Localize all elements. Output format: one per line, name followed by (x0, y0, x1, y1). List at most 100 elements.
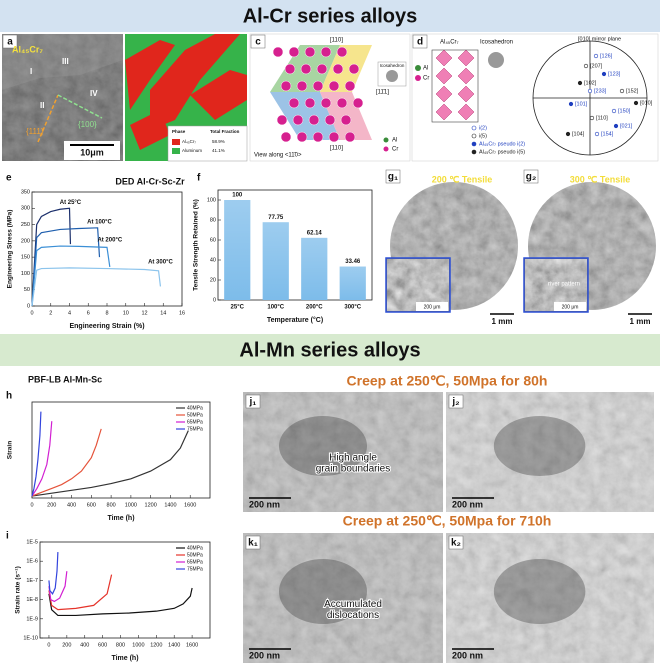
x-tick-label: 400 (67, 502, 76, 508)
phase-region (130, 110, 170, 150)
pole (613, 123, 619, 129)
atom (296, 80, 308, 92)
panel-label: k₂ (451, 538, 461, 549)
pole-label: [207] (590, 63, 603, 69)
y-tick-label: 50 (24, 287, 30, 293)
x-tick-label: 1200 (145, 502, 157, 508)
legend-dot (415, 75, 421, 81)
panel-title: Creep at 250℃, 50Mpa for 80h (347, 373, 548, 389)
pole-label: [154] (601, 131, 614, 137)
x-tick-label: 600 (98, 642, 107, 648)
pole (633, 100, 639, 106)
phase-region (125, 40, 175, 110)
label: {100} (78, 120, 97, 129)
series-line (31, 227, 101, 307)
chart-title: PBF-LB Al-Mn-Sc (28, 374, 102, 384)
atom (320, 46, 332, 58)
octahedron (435, 67, 453, 85)
bar-shine (301, 237, 328, 300)
panel-label: i (6, 531, 9, 542)
micrograph-tone (243, 533, 443, 663)
x-axis-label: Time (h) (111, 655, 138, 662)
legend-value: 41.1% (212, 148, 225, 153)
y-tick-label: 1E-9 (26, 616, 38, 622)
atom (324, 114, 336, 126)
scale-label: 10μm (80, 147, 104, 157)
atom (280, 80, 292, 92)
panel-label: d (417, 37, 423, 48)
label: [110] (330, 146, 343, 152)
scale-label: 200 nm (452, 650, 483, 660)
atom (284, 63, 296, 75)
x-tick-label: 8 (105, 310, 108, 316)
scale-label: 1 mm (492, 317, 513, 326)
octahedron (457, 85, 475, 103)
pole-label: [104] (572, 131, 585, 137)
y-tick-label: 200 (21, 238, 30, 244)
scale-box (416, 302, 448, 311)
y-tick-label: 100 (21, 271, 30, 277)
scale-label: 200 nm (452, 499, 483, 509)
label: [11̄1] (376, 90, 389, 96)
series-line (31, 428, 102, 497)
atom (308, 114, 320, 126)
octahedron (435, 49, 453, 67)
plot-frame (39, 541, 211, 639)
label: III (62, 57, 69, 66)
x-tick-label: 25°C (231, 305, 245, 311)
atom (288, 46, 300, 58)
label: Cr (423, 76, 429, 82)
section-title: Al-Mn series alloys (239, 339, 420, 361)
x-axis-label: Time (h) (107, 515, 134, 522)
series-label: At 300°C (148, 259, 173, 265)
panel-title: Creep at 250℃, 50Mpa for 710h (343, 513, 552, 529)
pole (593, 53, 599, 59)
x-tick-label: 1200 (150, 642, 162, 648)
header-band (0, 334, 660, 366)
pole-label: [102] (584, 80, 597, 86)
x-tick-label: 400 (80, 642, 89, 648)
x-tick-label: 6 (87, 310, 90, 316)
label: i(2) (479, 125, 487, 131)
phase-region (150, 34, 240, 130)
y-tick-label: 250 (21, 222, 30, 228)
pole (611, 108, 617, 114)
atom (344, 80, 356, 92)
series-line (31, 267, 162, 307)
atom (332, 63, 344, 75)
legend-label: 65MPa (187, 559, 203, 565)
label: Al₄₅Cr₇ (440, 40, 459, 46)
y-tick-label: 0 (27, 303, 30, 309)
label: Al (392, 138, 397, 144)
pole-label: [152] (626, 88, 639, 94)
panel-frame (411, 33, 659, 162)
x-tick-label: 4 (68, 310, 71, 316)
grain (2, 34, 123, 90)
octahedron (457, 103, 475, 121)
header-band (0, 0, 660, 32)
atom (300, 63, 312, 75)
region (320, 45, 372, 92)
legend-label: 50MPa (187, 552, 203, 558)
legend-swatch (172, 148, 180, 154)
legend-dot (471, 125, 477, 131)
micrograph-tone (243, 392, 443, 512)
atom (280, 131, 292, 143)
scale-label: 200 μm (424, 304, 441, 310)
legend-box (167, 125, 248, 162)
legend-label: 40MPa (187, 545, 203, 551)
plot-frame (217, 189, 373, 301)
label: Al₄₅Cr₇ pseudo i(2) (479, 141, 525, 147)
unit-cell (431, 49, 479, 123)
blob (279, 559, 367, 624)
trace (37, 94, 59, 143)
value-label: 33.46 (345, 259, 361, 265)
x-tick-label: 2 (49, 310, 52, 316)
panel-label-box (448, 535, 464, 550)
annotation: Accumulated (324, 599, 382, 610)
legend-dot (471, 141, 477, 147)
x-tick-label: 100°C (267, 305, 284, 311)
x-tick-label: 12 (141, 310, 147, 316)
